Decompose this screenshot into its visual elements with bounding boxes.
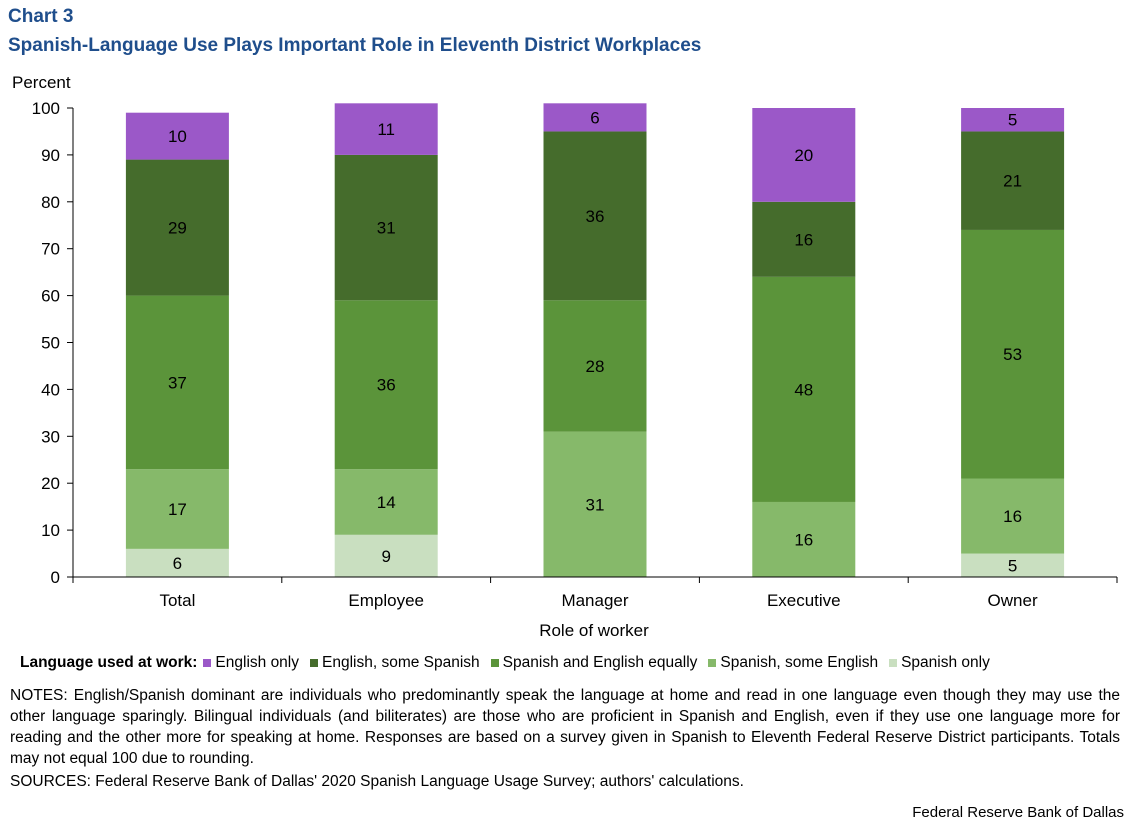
legend-label: English only <box>215 654 299 671</box>
y-tick-label: 80 <box>41 193 60 212</box>
bar-segment <box>543 300 647 432</box>
data-label: 17 <box>168 500 187 519</box>
data-label: 31 <box>377 219 396 238</box>
bar-segment <box>752 201 856 277</box>
x-tick-label: Owner <box>988 591 1038 610</box>
y-tick-label: 100 <box>32 99 60 118</box>
y-tick-label: 30 <box>41 427 60 446</box>
bar-segment <box>334 103 438 155</box>
data-label: 11 <box>377 120 395 139</box>
legend-swatch <box>490 659 499 667</box>
legend-swatch <box>889 659 898 667</box>
legend-item-spanish-only: Spanish only <box>889 654 990 672</box>
data-label: 36 <box>377 376 396 395</box>
legend-label: Spanish only <box>901 654 990 671</box>
y-tick-label: 0 <box>51 568 60 587</box>
stacked-bar-chart: Percent Role of worker 0 10 20 30 40 50 60 70 80… <box>12 73 1118 640</box>
x-tick-label: Manager <box>561 591 628 610</box>
data-label: 20 <box>794 146 813 165</box>
bar-segment <box>752 276 856 502</box>
plot-area: 0 10 20 30 40 50 60 70 80 90 100 6 17 37 29 10 Total 9 14 3… <box>32 99 1118 610</box>
data-label: 31 <box>586 495 605 514</box>
credit: Federal Reserve Bank of Dallas <box>912 804 1124 821</box>
bar-segment <box>543 131 647 301</box>
data-label: 37 <box>168 373 187 392</box>
y-axis-label: Percent <box>12 73 71 92</box>
bar-segment <box>125 295 229 470</box>
legend-item-english-some-spanish: English, some Spanish <box>310 654 480 672</box>
sources: SOURCES: Federal Reserve Bank of Dallas'… <box>10 773 744 790</box>
y-tick-label: 40 <box>41 380 60 399</box>
legend-label: English, some Spanish <box>322 654 480 671</box>
bar-segment <box>752 108 856 202</box>
bar-segment <box>543 431 647 577</box>
data-label: 28 <box>586 357 605 376</box>
x-tick-label: Employee <box>348 591 424 610</box>
x-tick-label: Executive <box>767 591 841 610</box>
data-label: 9 <box>381 547 390 566</box>
y-tick-label: 90 <box>41 146 60 165</box>
legend: Language used at work: English only Engl… <box>20 654 1001 672</box>
bar-segment <box>125 469 229 549</box>
legend-label: Spanish, some English <box>720 654 879 671</box>
data-label: 14 <box>377 493 396 512</box>
legend-title: Language used at work: <box>20 654 198 671</box>
notes: NOTES: English/Spanish dominant are indi… <box>10 687 1120 767</box>
data-label: 21 <box>1003 172 1022 191</box>
bar-segment <box>961 478 1065 554</box>
y-tick-label: 20 <box>41 474 60 493</box>
x-axis-label: Role of worker <box>539 621 649 640</box>
y-tick-label: 10 <box>41 521 60 540</box>
y-tick-label: 50 <box>41 334 60 353</box>
legend-swatch <box>708 659 717 667</box>
bar-segment <box>125 159 229 296</box>
y-tick-label: 60 <box>41 287 60 306</box>
bar-segment <box>961 553 1065 577</box>
bar-segment <box>334 469 438 535</box>
legend-label: Spanish and English equally <box>502 654 698 671</box>
bar-segment <box>961 131 1065 230</box>
chart-title: Spanish-Language Use Plays Important Rol… <box>8 35 702 56</box>
bar-segment <box>752 501 856 577</box>
bar-segment <box>125 112 229 160</box>
data-label: 16 <box>794 230 813 249</box>
legend-swatch <box>203 659 212 667</box>
bar-segment <box>334 154 438 301</box>
data-label: 53 <box>1003 345 1022 364</box>
x-tick-label: Total <box>159 591 195 610</box>
data-label: 6 <box>590 108 599 127</box>
data-label: 16 <box>794 530 813 549</box>
data-label: 10 <box>168 127 187 146</box>
data-label: 16 <box>1003 507 1022 526</box>
y-tick-label: 70 <box>41 240 60 259</box>
bar-segment <box>125 548 229 577</box>
legend-item-spanish-some-english: Spanish, some English <box>708 654 878 672</box>
data-label: 5 <box>1008 556 1017 575</box>
data-label: 48 <box>794 380 813 399</box>
data-label: 29 <box>168 219 187 238</box>
legend-item-spanish-english-equally: Spanish and English equally <box>490 654 698 672</box>
data-label: 5 <box>1008 111 1017 130</box>
chart-number: Chart 3 <box>8 6 74 27</box>
bar-segment <box>961 229 1065 479</box>
legend-item-english-only: English only <box>203 654 299 672</box>
bar-segment <box>543 103 647 132</box>
data-label: 36 <box>586 207 605 226</box>
bar-segment <box>334 300 438 470</box>
bar-segment <box>961 108 1065 132</box>
legend-swatch <box>310 659 318 667</box>
data-label: 6 <box>173 554 182 573</box>
bar-segment <box>334 534 438 577</box>
